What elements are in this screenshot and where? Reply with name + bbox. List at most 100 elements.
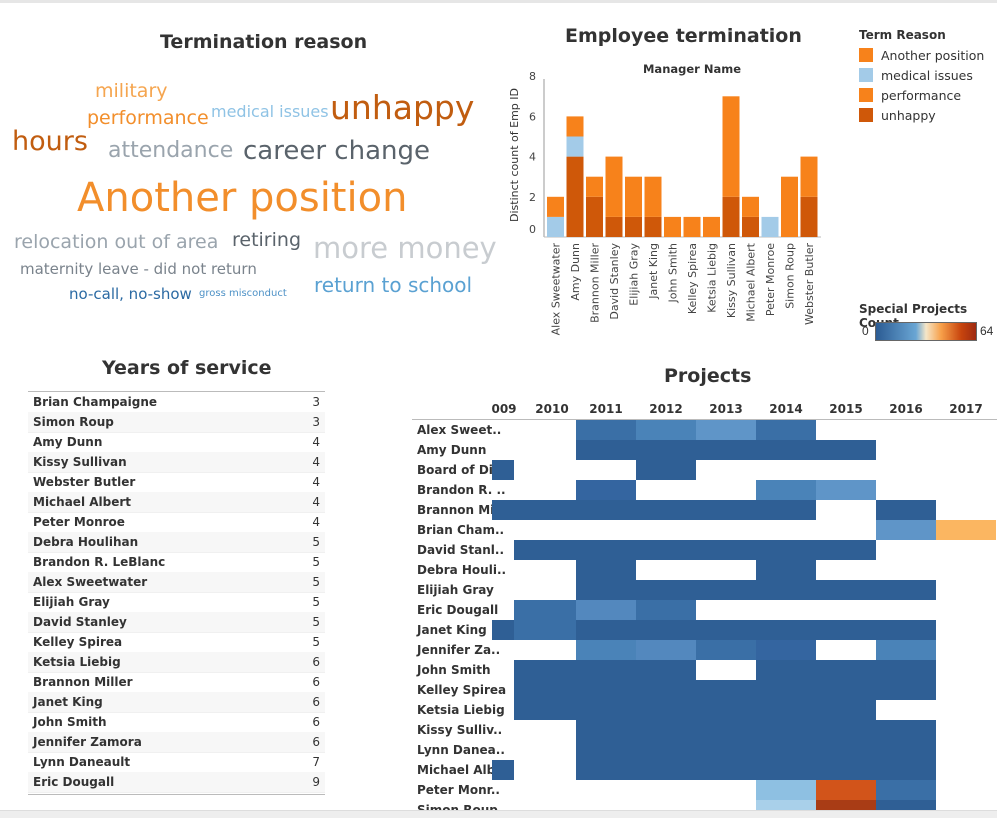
bar-segment-performance[interactable] [605,156,623,217]
bar-segment-unhappy[interactable] [566,156,584,237]
bar-segment-unhappy[interactable] [742,216,759,237]
years-row[interactable]: Brian Champaigne 3 [28,392,325,413]
heatmap-cell[interactable] [756,420,816,440]
years-row[interactable]: Peter Monroe 4 [28,512,325,533]
heatmap-cell[interactable] [696,440,756,460]
bottom-scrollbar[interactable] [0,810,997,818]
years-row[interactable]: John Smith 6 [28,712,325,733]
heatmap-cell[interactable] [492,460,514,480]
heatmap-cell[interactable] [576,600,636,620]
heatmap-cell[interactable] [514,600,576,620]
years-row[interactable]: Ketsia Liebig 6 [28,652,325,673]
heatmap-cell[interactable] [492,500,514,520]
heatmap-cell[interactable] [756,680,816,700]
heatmap-cell[interactable] [514,660,576,680]
heatmap-cell[interactable] [696,680,756,700]
heatmap-cell[interactable] [756,440,816,460]
heatmap-cell[interactable] [514,620,576,640]
heatmap-cell[interactable] [636,740,696,760]
heatmap-cell[interactable] [576,720,636,740]
bar-segment-performance[interactable] [781,176,798,237]
heatmap-cell[interactable] [576,640,636,660]
bar-segment-unhappy[interactable] [625,216,642,237]
heatmap-cell[interactable] [816,540,876,560]
heatmap-cell[interactable] [876,740,936,760]
heatmap-cell[interactable] [816,580,876,600]
bar-segment-performance[interactable] [644,176,662,217]
years-row[interactable]: Jennifer Zamora 6 [28,732,325,753]
heatmap-cell[interactable] [816,660,876,680]
years-row[interactable]: Michael Albert 4 [28,492,325,513]
heatmap-cell[interactable] [756,580,816,600]
heatmap-cell[interactable] [756,640,816,660]
heatmap-cell[interactable] [816,620,876,640]
heatmap-cell[interactable] [636,620,696,640]
heatmap-cell[interactable] [876,800,936,811]
heatmap-cell[interactable] [696,740,756,760]
years-row[interactable]: Alex Sweetwater 5 [28,572,325,593]
heatmap-cell[interactable] [576,440,636,460]
heatmap-cell[interactable] [514,500,576,520]
heatmap-cell[interactable] [756,480,816,500]
bar-segment-unhappy[interactable] [586,196,603,237]
heatmap-cell[interactable] [576,620,636,640]
heatmap-cell[interactable] [514,700,576,720]
heatmap-cell[interactable] [876,720,936,740]
heatmap-cell[interactable] [636,660,696,680]
heatmap-cell[interactable] [492,760,514,780]
heatmap-cell[interactable] [876,580,936,600]
heatmap-cell[interactable] [636,420,696,440]
bar-segment-unhappy[interactable] [722,196,740,237]
years-row[interactable]: Brandon R. LeBlanc 5 [28,552,325,573]
heatmap-cell[interactable] [756,620,816,640]
heatmap-cell[interactable] [876,780,936,800]
heatmap-cell[interactable] [636,760,696,780]
years-row[interactable]: Webster Butler 4 [28,472,325,493]
heatmap-cell[interactable] [876,520,936,540]
heatmap-cell[interactable] [696,580,756,600]
heatmap-cell[interactable] [816,800,876,811]
heatmap-cell[interactable] [576,540,636,560]
heatmap-cell[interactable] [756,800,816,811]
bar-segment-unhappy[interactable] [605,216,623,237]
bar-segment-unhappy[interactable] [800,196,818,237]
heatmap-cell[interactable] [514,540,576,560]
heatmap-cell[interactable] [576,760,636,780]
years-row[interactable]: Lynn Daneault 7 [28,752,325,773]
heatmap-cell[interactable] [696,420,756,440]
years-row[interactable]: Amy Dunn 4 [28,432,325,453]
legend-item-medical-issues[interactable]: medical issues [859,66,973,84]
heatmap-cell[interactable] [636,500,696,520]
years-row[interactable]: Brannon Miller 6 [28,672,325,693]
years-row[interactable]: Elijiah Gray 5 [28,592,325,613]
heatmap-cell[interactable] [756,780,816,800]
years-row[interactable]: Kelley Spirea 5 [28,632,325,653]
bar-segment-performance[interactable] [722,96,740,197]
heatmap-cell[interactable] [756,740,816,760]
heatmap-cell[interactable] [756,560,816,580]
heatmap-cell[interactable] [636,440,696,460]
legend-item-performance[interactable]: performance [859,86,961,104]
years-row[interactable]: Eric Dougall 9 [28,772,325,793]
heatmap-cell[interactable] [696,620,756,640]
heatmap-cell[interactable] [576,580,636,600]
heatmap-cell[interactable] [756,760,816,780]
bar-segment-performance[interactable] [800,156,818,197]
heatmap-cell[interactable] [696,760,756,780]
heatmap-cell[interactable] [876,640,936,660]
heatmap-cell[interactable] [816,440,876,460]
bar-segment-medical-issues[interactable] [547,216,564,237]
heatmap-cell[interactable] [816,720,876,740]
heatmap-cell[interactable] [696,720,756,740]
bar-segment-performance[interactable] [703,216,720,237]
heatmap-cell[interactable] [636,720,696,740]
bar-segment-performance[interactable] [664,216,681,237]
heatmap-cell[interactable] [576,740,636,760]
years-row[interactable]: Simon Roup 3 [28,412,325,433]
bar-segment-unhappy[interactable] [644,216,662,237]
heatmap-cell[interactable] [816,680,876,700]
bar-segment-medical-issues[interactable] [761,216,779,237]
heatmap-cell[interactable] [576,700,636,720]
heatmap-cell[interactable] [936,520,996,540]
heatmap-cell[interactable] [696,700,756,720]
